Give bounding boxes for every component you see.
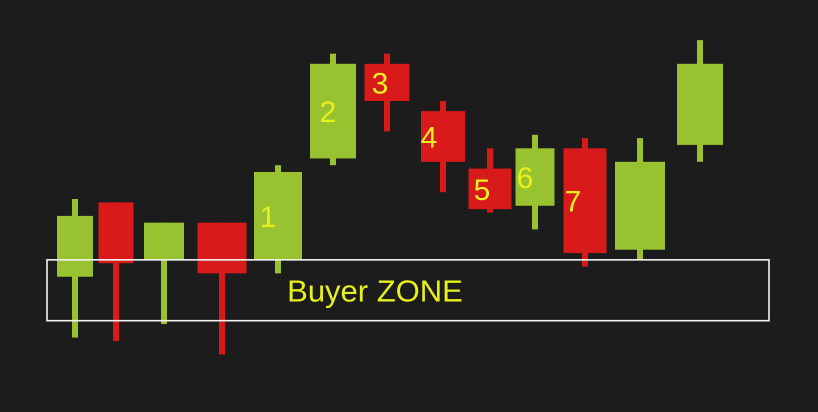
candle-body xyxy=(677,63,723,145)
candle-body xyxy=(615,161,665,250)
candle-label-1: 1 xyxy=(260,201,277,234)
candle-label-2: 2 xyxy=(320,96,337,129)
candle-8 xyxy=(421,100,465,193)
candle-body xyxy=(421,111,465,162)
candle-4 xyxy=(197,222,247,355)
candle-wick xyxy=(219,222,225,355)
candle-13 xyxy=(677,40,723,162)
candle-body xyxy=(310,63,356,159)
candle-11 xyxy=(563,138,607,267)
candle-label-7: 7 xyxy=(565,186,582,219)
buyer-zone-label: Buyer ZONE xyxy=(287,273,463,308)
candle-1 xyxy=(57,199,93,338)
candle-body xyxy=(197,222,247,274)
candle-7 xyxy=(364,53,410,132)
candle-label-3: 3 xyxy=(372,67,389,100)
candle-9 xyxy=(468,148,512,213)
candle-body xyxy=(364,63,410,101)
buyer-zone-box xyxy=(46,259,770,322)
candle-10 xyxy=(515,134,555,230)
candle-label-5: 5 xyxy=(474,174,491,207)
candle-12 xyxy=(615,138,665,260)
candle-body xyxy=(468,168,512,210)
candle-5 xyxy=(254,165,302,274)
candle-2 xyxy=(98,202,134,341)
candle-label-4: 4 xyxy=(421,121,438,154)
candles-group xyxy=(57,40,723,355)
candle-body xyxy=(563,148,607,254)
candle-body xyxy=(98,202,134,264)
candle-6 xyxy=(310,53,356,166)
candle-body xyxy=(254,171,302,260)
candle-labels-group: 1 2 34 5 67 xyxy=(260,67,582,234)
candle-body xyxy=(57,215,93,277)
candle-wick xyxy=(113,202,119,341)
candle-body xyxy=(515,148,555,206)
candle-label-6: 6 xyxy=(517,162,534,195)
candle-body xyxy=(144,222,184,260)
candle-3 xyxy=(144,222,184,325)
candle-wick xyxy=(161,222,167,325)
